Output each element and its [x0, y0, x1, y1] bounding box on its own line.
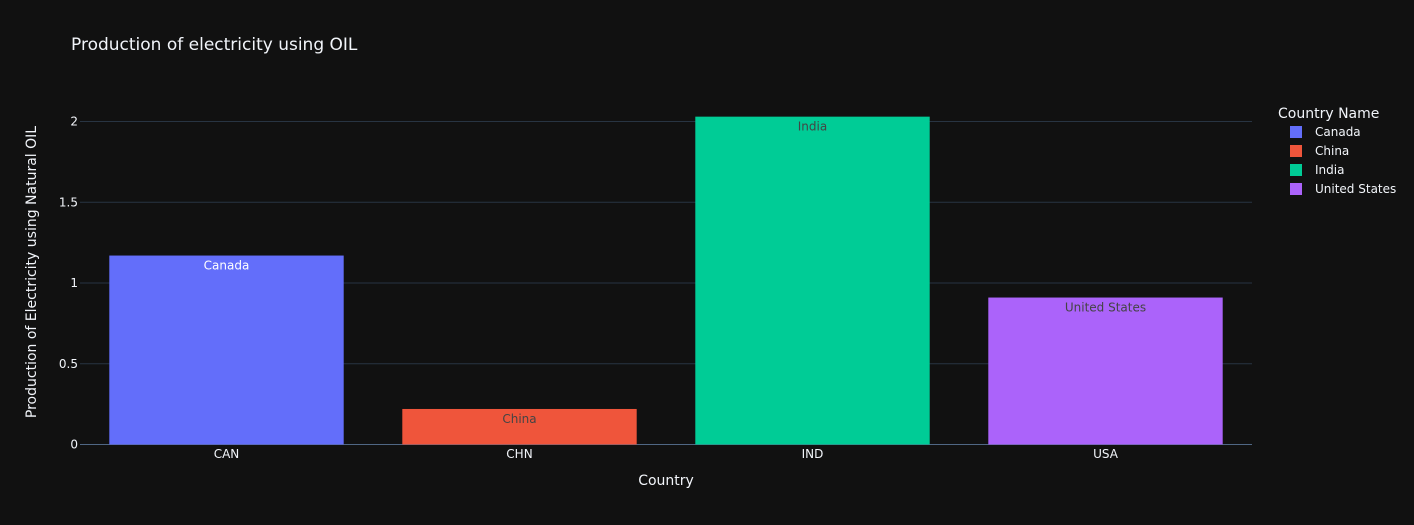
legend: Country Name Canada China India United Stat… [1278, 106, 1396, 196]
legend-swatch [1290, 126, 1302, 138]
legend-item[interactable]: United States [1290, 182, 1396, 196]
legend-swatch [1290, 164, 1302, 176]
y-axis-title: Production of Electricity using Natural … [24, 126, 40, 418]
bar-usa[interactable] [988, 297, 1223, 445]
x-axis-title: Country [638, 473, 694, 489]
bar-ind[interactable] [695, 116, 930, 445]
y-tick-label: 0.5 [59, 357, 78, 371]
legend-label: India [1315, 163, 1344, 177]
x-tick-label: CHN [506, 447, 532, 461]
x-tick-label: IND [802, 447, 824, 461]
legend-item[interactable]: India [1290, 163, 1344, 177]
legend-swatch [1290, 145, 1302, 157]
x-tick-label: CAN [214, 447, 240, 461]
legend-item[interactable]: China [1290, 144, 1349, 158]
legend-title: Country Name [1278, 106, 1379, 122]
legend-swatch [1290, 183, 1302, 195]
y-tick-label: 1.5 [59, 195, 78, 209]
legend-label: Canada [1315, 125, 1361, 139]
legend-label: China [1315, 144, 1349, 158]
chart-title: Production of electricity using OIL [71, 35, 358, 55]
bar-label: China [502, 412, 536, 426]
bar-label: United States [1065, 301, 1146, 315]
bar-chn[interactable] [402, 408, 637, 445]
x-tick-label: USA [1093, 447, 1119, 461]
bars [109, 116, 1223, 445]
y-tick-label: 2 [70, 115, 78, 129]
bar-labels: Canada China India United States [204, 120, 1146, 426]
y-tick-label: 1 [70, 276, 78, 290]
bar-can[interactable] [109, 255, 344, 445]
bar-label: Canada [204, 259, 250, 273]
legend-label: United States [1315, 182, 1396, 196]
y-tick-label: 0 [70, 438, 78, 452]
bar-label: India [798, 120, 827, 134]
y-axis-ticks: 0 0.5 1 1.5 2 [59, 115, 78, 452]
legend-item[interactable]: Canada [1290, 125, 1361, 139]
x-axis-ticks: CAN CHN IND USA [214, 447, 1119, 461]
